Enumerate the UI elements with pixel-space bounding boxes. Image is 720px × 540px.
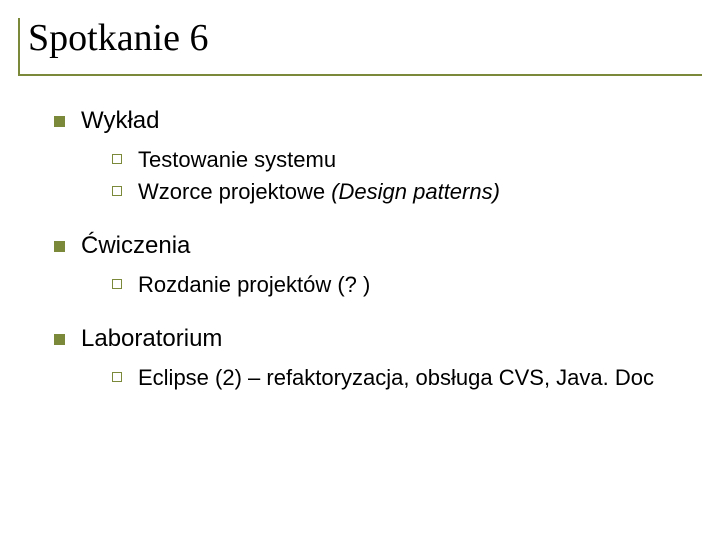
section-heading: Ćwiczenia: [54, 231, 684, 261]
square-bullet-icon: [54, 241, 65, 252]
list-item: Eclipse (2) – refaktoryzacja, obsługa CV…: [112, 364, 684, 393]
section-items: Testowanie systemu Wzorce projektowe (De…: [112, 146, 684, 207]
slide: Spotkanie 6 Wykład Testowanie systemu Wz…: [0, 0, 720, 540]
list-item: Rozdanie projektów (? ): [112, 271, 684, 300]
section-items: Eclipse (2) – refaktoryzacja, obsługa CV…: [112, 364, 684, 393]
hollow-square-bullet-icon: [112, 279, 122, 289]
section-items: Rozdanie projektów (? ): [112, 271, 684, 300]
section-heading: Laboratorium: [54, 324, 684, 354]
section-heading: Wykład: [54, 106, 684, 136]
section-label: Wykład: [81, 106, 159, 136]
list-item-text: Rozdanie projektów (? ): [138, 271, 370, 300]
slide-title: Spotkanie 6: [28, 18, 720, 60]
list-item-text: Eclipse (2) – refaktoryzacja, obsługa CV…: [138, 364, 654, 393]
content-body: Wykład Testowanie systemu Wzorce projekt…: [0, 76, 720, 392]
title-rule-vertical: [18, 18, 20, 76]
section-label: Ćwiczenia: [81, 231, 190, 261]
list-item-italic: (Design patterns): [331, 179, 500, 204]
list-item: Testowanie systemu: [112, 146, 684, 175]
square-bullet-icon: [54, 116, 65, 127]
section-label: Laboratorium: [81, 324, 222, 354]
square-bullet-icon: [54, 334, 65, 345]
hollow-square-bullet-icon: [112, 154, 122, 164]
list-item: Wzorce projektowe (Design patterns): [112, 178, 684, 207]
hollow-square-bullet-icon: [112, 372, 122, 382]
hollow-square-bullet-icon: [112, 186, 122, 196]
list-item-text: Testowanie systemu: [138, 146, 336, 175]
list-item-text: Wzorce projektowe (Design patterns): [138, 178, 500, 207]
list-item-prefix: Wzorce projektowe: [138, 179, 331, 204]
title-area: Spotkanie 6: [0, 18, 720, 74]
